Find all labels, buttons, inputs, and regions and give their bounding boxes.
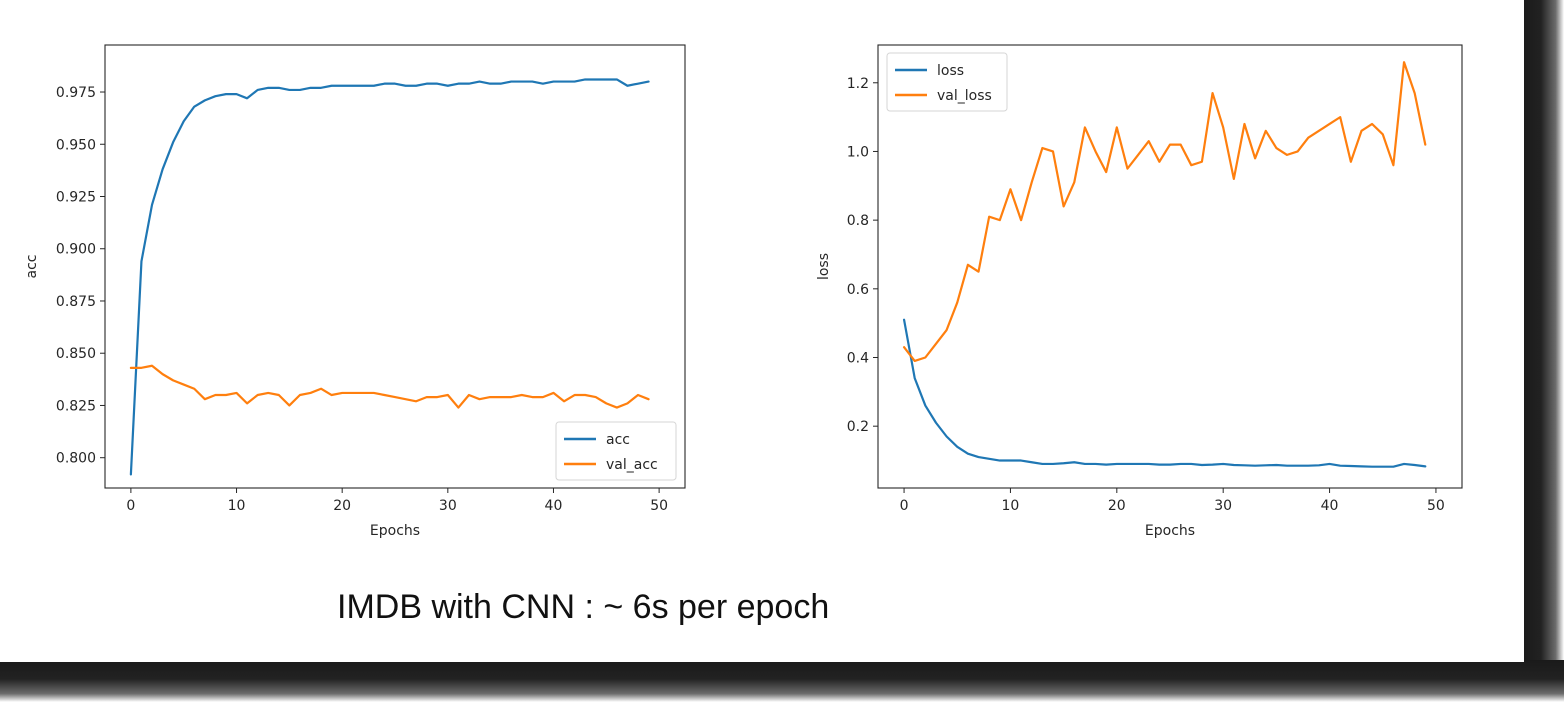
y-tick-label: 1.0 (847, 144, 869, 160)
legend-label-loss: loss (937, 63, 964, 79)
y-tick-label: 0.925 (56, 189, 96, 205)
plot-frame (104, 44, 686, 489)
x-tick-label: 20 (333, 498, 351, 514)
x-tick-label: 10 (228, 498, 246, 514)
y-tick-label: 0.900 (56, 242, 96, 258)
legend-label-val-acc: val_acc (606, 457, 658, 473)
x-tick-label: 40 (545, 498, 563, 514)
caption: IMDB with CNN : ~ 6s per epoch (337, 588, 830, 626)
legend-label-val-loss: val_loss (937, 88, 992, 104)
y-tick-label: 0.8 (847, 213, 869, 229)
y-tick-label: 0.4 (847, 351, 869, 367)
legend-label-acc: acc (606, 432, 630, 448)
y-tick-label: 0.2 (847, 419, 869, 435)
y-tick-label: 0.850 (56, 346, 96, 362)
x-tick-label: 20 (1108, 498, 1126, 514)
x-tick-label: 50 (1427, 498, 1445, 514)
legend: loss val_loss (886, 52, 1008, 112)
x-axis-label: Epochs (370, 523, 420, 539)
y-axis-label: acc (24, 255, 40, 279)
x-tick-label: 10 (1002, 498, 1020, 514)
accuracy-chart: 0 10 20 30 40 50 0.800 0.825 0.850 0.875 0.900 0.92… (24, 44, 686, 539)
series-line-acc (129, 78, 650, 476)
x-tick-label: 0 (900, 498, 909, 514)
y-tick-label: 1.2 (847, 76, 869, 92)
y-tick-label: 0.800 (56, 451, 96, 467)
x-tick-label: 40 (1321, 498, 1339, 514)
slide-shadow-right (1522, 0, 1564, 702)
slide-shadow-bottom (0, 660, 1564, 702)
series-line-loss (902, 318, 1427, 468)
slide: 0 10 20 30 40 50 0.800 0.825 0.850 0.875 0.900 0.92… (24, 44, 1463, 626)
loss-chart: 0 10 20 30 40 500.20.40.60.81.01.2Epochslossl… (816, 44, 1463, 539)
y-axis-label: loss (816, 253, 832, 280)
series-line-val-acc (129, 364, 650, 409)
legend: acc val_acc (555, 421, 677, 481)
y-tick-label: 0.6 (847, 282, 869, 298)
plot-frame (877, 44, 1463, 489)
y-tick-label: 0.975 (56, 85, 96, 101)
legend-box (555, 421, 677, 481)
series-line-val-loss (902, 61, 1427, 363)
x-tick-label: 30 (1214, 498, 1232, 514)
y-tick-label: 0.875 (56, 294, 96, 310)
x-axis-label: Epochs (1145, 523, 1195, 539)
x-tick-label: 0 (126, 498, 135, 514)
y-tick-label: 0.825 (56, 398, 96, 414)
legend-box (886, 52, 1008, 112)
x-tick-label: 30 (439, 498, 457, 514)
y-tick-label: 0.950 (56, 137, 96, 153)
x-tick-label: 50 (650, 498, 668, 514)
